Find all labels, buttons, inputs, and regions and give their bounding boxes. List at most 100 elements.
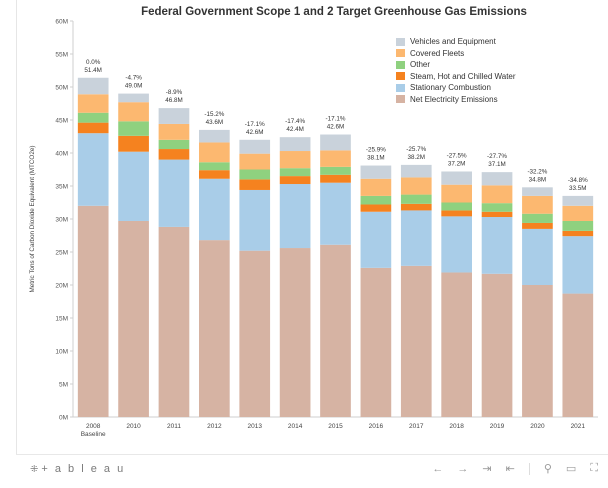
bar-segment[interactable] <box>199 162 230 171</box>
bar-segment[interactable] <box>400 164 432 178</box>
bar-segment[interactable] <box>279 248 311 417</box>
bar-segment[interactable] <box>279 184 311 249</box>
bar-segment[interactable] <box>320 134 351 151</box>
y-tick-label: 35M <box>55 184 68 191</box>
bar-segment[interactable] <box>400 203 432 211</box>
legend-item[interactable]: Steam, Hot and Chilled Water <box>396 71 516 83</box>
bar-segment[interactable] <box>400 265 432 417</box>
bar-segment[interactable] <box>77 94 109 113</box>
bar-segment[interactable] <box>400 177 432 195</box>
fullscreen-icon[interactable]: ⛶ <box>590 462 598 474</box>
bar-segment[interactable] <box>441 202 472 211</box>
bar-segment[interactable] <box>481 172 513 186</box>
bar-segment[interactable] <box>158 108 190 124</box>
bar-segment[interactable] <box>522 195 553 214</box>
bar-segment[interactable] <box>481 273 513 417</box>
bar-segment[interactable] <box>199 240 230 417</box>
bar-segment[interactable] <box>239 189 271 251</box>
bar-segment[interactable] <box>239 169 271 180</box>
bar-segment[interactable] <box>562 205 594 221</box>
bar-segment[interactable] <box>360 165 392 179</box>
bar-segment[interactable] <box>118 102 149 122</box>
bar-segment[interactable] <box>481 203 513 212</box>
bar-segment[interactable] <box>77 122 109 134</box>
redo-icon[interactable]: → <box>457 462 469 475</box>
bar-segment[interactable] <box>199 129 230 143</box>
bar-segment[interactable] <box>158 139 190 150</box>
bar-segment[interactable] <box>279 137 311 152</box>
bar-segment[interactable] <box>77 112 109 123</box>
bar-segment[interactable] <box>279 151 311 169</box>
x-tick-label: 2013 <box>247 423 262 430</box>
bar-segment[interactable] <box>199 178 230 241</box>
bar-segment[interactable] <box>481 217 513 274</box>
bar-segment[interactable] <box>360 267 392 417</box>
bar-segment[interactable] <box>77 133 109 206</box>
share-icon[interactable]: ⚲ <box>543 463 552 475</box>
bar-segment[interactable] <box>77 205 109 417</box>
bar-segment[interactable] <box>441 171 472 185</box>
legend-item[interactable]: Vehicles and Equipment <box>396 36 516 48</box>
bar-segment[interactable] <box>400 210 432 266</box>
bar-segment[interactable] <box>562 220 594 231</box>
bar-segment[interactable] <box>562 293 594 417</box>
bar-segment[interactable] <box>320 244 351 417</box>
revert-icon[interactable]: ⇥ <box>482 463 492 475</box>
legend-item[interactable]: Other <box>396 59 516 71</box>
chart-legend[interactable]: Vehicles and Equipment Covered Fleets Othe… <box>392 34 520 107</box>
bar-segment[interactable] <box>158 226 190 417</box>
bar-segment[interactable] <box>279 176 311 185</box>
bar-segment[interactable] <box>441 184 472 203</box>
bar-segment[interactable] <box>562 236 594 294</box>
download-icon[interactable]: ▭ <box>565 463 577 475</box>
legend-item[interactable]: Net Electricity Emissions <box>396 94 516 106</box>
bar-segment[interactable] <box>360 195 392 205</box>
bar-segment[interactable] <box>441 272 472 417</box>
bar-segment[interactable] <box>239 250 271 417</box>
bar-segment[interactable] <box>239 139 271 154</box>
bar-segment[interactable] <box>522 285 553 417</box>
bar-segment[interactable] <box>199 170 230 179</box>
bar-segment[interactable] <box>360 211 392 268</box>
undo-icon[interactable]: ← <box>432 462 444 475</box>
bar-segment[interactable] <box>522 228 553 285</box>
bar-segment[interactable] <box>158 159 190 227</box>
bar-segment[interactable] <box>522 213 553 223</box>
bar-segment[interactable] <box>239 179 271 190</box>
bar-segment[interactable] <box>562 195 594 206</box>
bar-segment[interactable] <box>481 185 513 204</box>
bar-segment[interactable] <box>77 77 109 95</box>
bar-segment[interactable] <box>239 153 271 170</box>
bar-segment[interactable] <box>481 211 513 218</box>
bar-segment[interactable] <box>320 166 351 175</box>
bar-segment[interactable] <box>279 168 311 177</box>
bar-segment[interactable] <box>562 230 594 237</box>
bar-segment[interactable] <box>118 121 149 136</box>
bar-segment[interactable] <box>118 93 149 103</box>
tableau-logo[interactable]: ⁜ + a b l e a u <box>30 463 125 475</box>
bar-segment[interactable] <box>118 135 149 152</box>
bar-segment[interactable] <box>441 216 472 273</box>
x-tick-label: 2016 <box>369 423 384 430</box>
bar-segment[interactable] <box>400 194 432 204</box>
legend-item[interactable]: Stationary Combustion <box>396 82 516 94</box>
x-tick-label: 2011 <box>167 423 181 430</box>
bar-segment[interactable] <box>320 174 351 183</box>
bar-segment[interactable] <box>118 220 149 417</box>
bar-segment[interactable] <box>360 178 392 196</box>
bar-segment[interactable] <box>441 210 472 217</box>
bar-segment[interactable] <box>360 204 392 212</box>
y-tick-label: 30M <box>55 217 68 224</box>
bar-segment[interactable] <box>320 150 351 167</box>
bar-segment[interactable] <box>199 142 230 163</box>
stacked-bar-chart[interactable]: 0M 5M 10M 15M 20M 25M 30M 35M 40M 45M 50M 55M 60M Met… <box>0 0 608 454</box>
bar-segment[interactable] <box>522 187 553 196</box>
bar-segment[interactable] <box>158 149 190 160</box>
legend-item[interactable]: Covered Fleets <box>396 48 516 60</box>
bar-segment[interactable] <box>158 123 190 140</box>
bar-segment[interactable] <box>320 182 351 245</box>
pause-icon[interactable]: ⇤ <box>505 463 515 475</box>
bar-segment[interactable] <box>522 222 553 229</box>
bar-segment[interactable] <box>118 151 149 221</box>
total-label-percent: -15.2% <box>204 111 224 118</box>
